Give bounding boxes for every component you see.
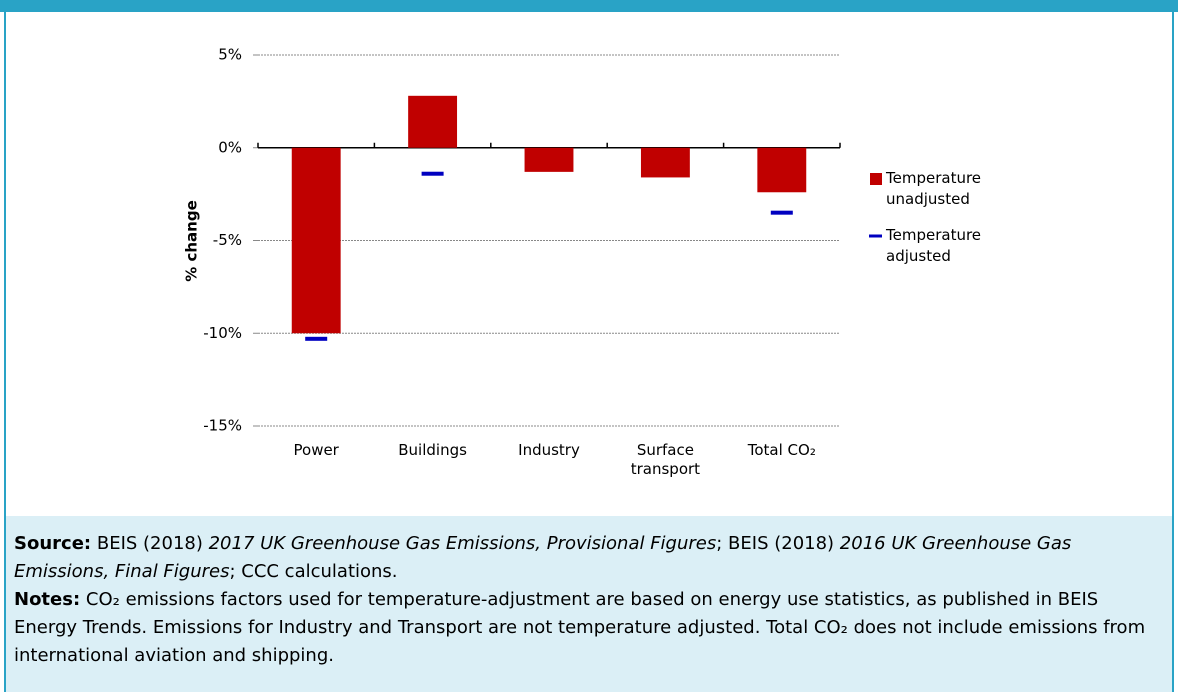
notes-label: Notes:: [14, 589, 81, 610]
source: Source: BEIS (2018) 2017 UK Greenhouse G…: [14, 530, 1164, 586]
marker: [421, 171, 444, 176]
bar: [524, 147, 574, 172]
y-tick-label: 0%: [218, 138, 242, 156]
source-label: Source:: [14, 533, 92, 554]
x-tick-label: Surface transport: [630, 441, 701, 478]
text: CO₂ emissions factors used for temperatu…: [14, 589, 1146, 666]
marker: [305, 336, 328, 341]
text: ; CCC calculations.: [229, 561, 398, 582]
legend-swatch: [870, 173, 882, 185]
title-bar: [0, 0, 1178, 12]
notes: Notes: CO₂ emissions factors used for te…: [14, 586, 1164, 670]
marker: [770, 210, 793, 215]
text: BEIS (2018): [96, 533, 209, 554]
bar: [291, 147, 341, 334]
x-tick-label: Buildings: [398, 441, 467, 459]
legend-label: Temperature adjusted: [886, 226, 982, 265]
text: 2016 UK Greenhouse Gas Emissions, Final …: [14, 533, 1072, 582]
frame: [4, 12, 1174, 692]
chart: % change 5% 0% -5% -10% -15%: [183, 46, 882, 435]
bar: [408, 95, 458, 148]
x-tick-label: Power: [293, 441, 339, 459]
bar: [757, 147, 807, 193]
legend-label: Temperature unadjusted: [886, 169, 982, 208]
y-tick-label: 5%: [218, 46, 242, 64]
text: 2017 UK Greenhouse Gas Emissions, Provis…: [208, 533, 717, 554]
bar: [640, 147, 690, 178]
legend-swatch: [869, 234, 882, 238]
y-tick-label: -5%: [213, 231, 242, 249]
text: ; BEIS (2018): [716, 533, 840, 554]
y-tick-label: -10%: [203, 324, 242, 342]
y-tick-label: -15%: [203, 417, 242, 435]
x-tick-label: Total CO₂: [747, 441, 816, 459]
x-tick-label: Industry: [518, 441, 580, 459]
notes-box: Source: BEIS (2018) 2017 UK Greenhouse G…: [6, 516, 1172, 692]
y-axis-label: % change: [183, 200, 201, 282]
